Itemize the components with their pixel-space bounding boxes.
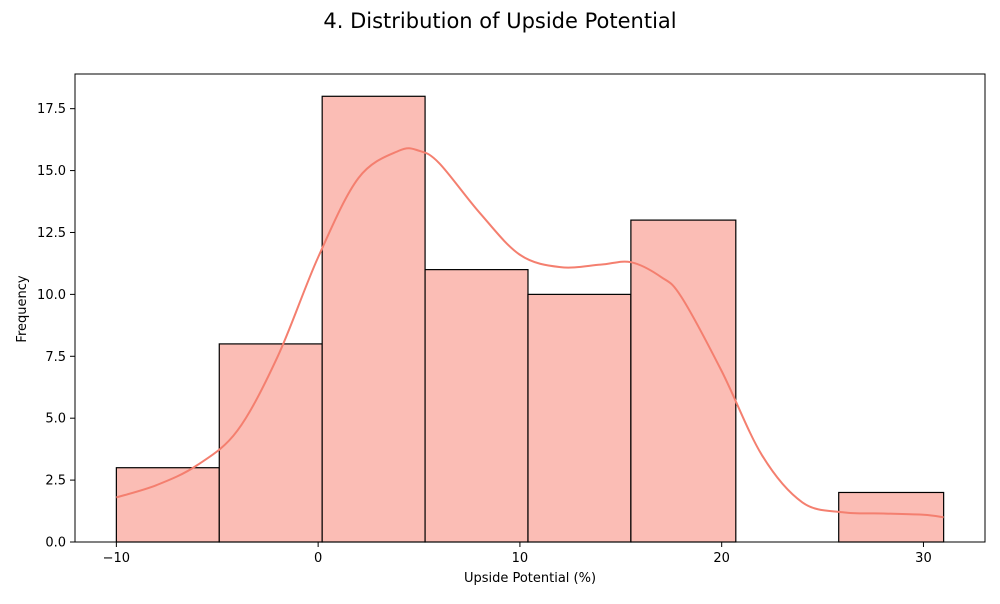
chart-title: 4. Distribution of Upside Potential: [323, 9, 676, 33]
axes-layer: −10 0 10 20 30 0.0 2.5 5.0 7.5 10.0 12.5 15.0 17.5: [37, 73, 986, 566]
y-axis-label: Frequency: [15, 275, 30, 342]
y-tick-label-2: 5.0: [45, 412, 66, 427]
y-tick-label-1: 2.5: [45, 474, 66, 489]
bars-layer: [115, 95, 945, 543]
x-axis-label: Upside Potential (%): [464, 571, 596, 586]
x-tick-label-1: 0: [314, 551, 322, 566]
y-tick-label-6: 15.0: [37, 164, 66, 179]
histogram-bar-3: [424, 269, 529, 543]
x-tick-label-2: 10: [512, 551, 529, 566]
kde-line: [116, 147, 944, 519]
histogram-bar-4: [527, 293, 632, 543]
y-tick-label-7: 17.5: [37, 102, 66, 117]
y-tick-label-0: 0.0: [45, 536, 66, 551]
axes-frame: [74, 73, 986, 543]
histogram-bar-7: [838, 491, 945, 543]
y-tick-label-5: 12.5: [37, 226, 66, 241]
histogram-bar-0: [115, 467, 220, 543]
histogram-bar-5: [630, 219, 737, 543]
histogram-bar-1: [218, 343, 323, 543]
x-tick-label-3: 20: [713, 551, 730, 566]
x-tick-label-4: 30: [915, 551, 932, 566]
kde-layer: [116, 147, 944, 519]
y-tick-label-4: 10.0: [37, 288, 66, 303]
y-tick-label-3: 7.5: [45, 350, 66, 365]
histogram-bar-2: [321, 95, 426, 543]
x-tick-label-0: −10: [103, 551, 130, 566]
